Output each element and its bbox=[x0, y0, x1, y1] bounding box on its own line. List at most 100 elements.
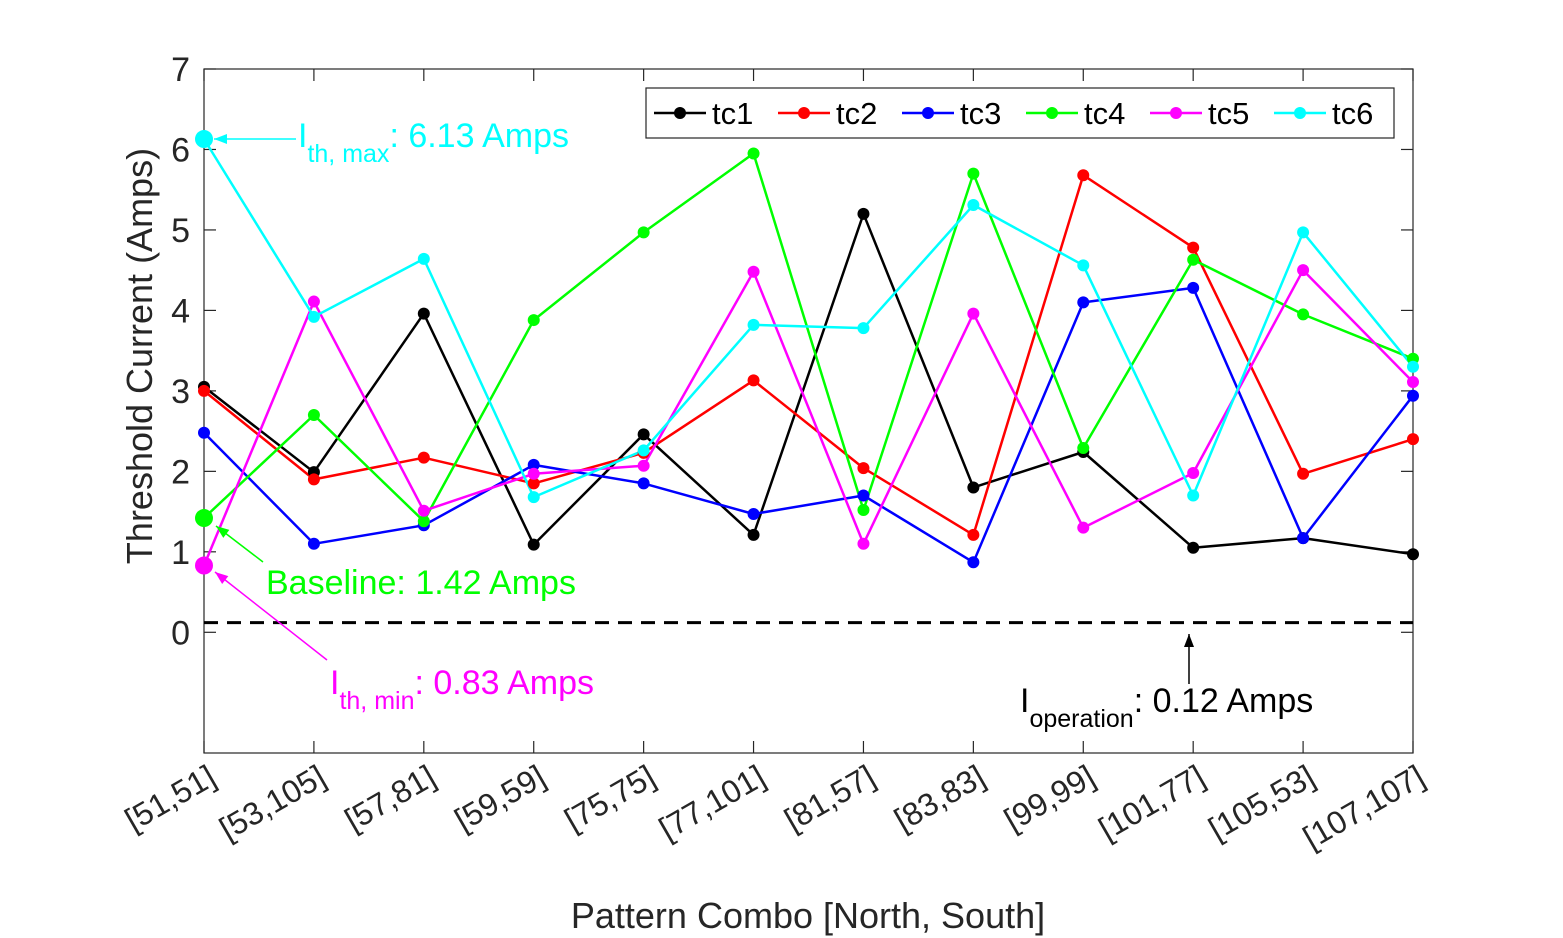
y-tick-label: 3 bbox=[171, 373, 190, 411]
series-line-tc4 bbox=[203, 152, 1414, 523]
axes-box bbox=[203, 68, 1414, 754]
series-line-tc2 bbox=[203, 173, 1414, 537]
ith-min-label-sub: th, min bbox=[339, 687, 414, 715]
data-point-tc2 bbox=[1187, 241, 1200, 254]
data-point-tc3 bbox=[307, 537, 320, 550]
legend-swatch-marker-tc4 bbox=[1046, 107, 1058, 119]
legend-swatch-marker-tc3 bbox=[922, 107, 934, 119]
data-point-tc1 bbox=[747, 528, 760, 541]
y-tick-label: 0 bbox=[171, 614, 190, 652]
data-point-tc4 bbox=[527, 314, 540, 327]
legend-label-tc6: tc6 bbox=[1332, 96, 1373, 131]
y-tick-label: 2 bbox=[171, 453, 190, 491]
data-point-tc4 bbox=[1187, 253, 1200, 266]
data-point-tc5 bbox=[747, 265, 760, 278]
baseline-arrow-head bbox=[216, 526, 230, 538]
series-line-tc1 bbox=[203, 212, 1414, 556]
x-axis-label: Pattern Combo [North, South] bbox=[571, 895, 1045, 936]
data-point-tc6 bbox=[307, 310, 320, 323]
data-point-tc6 bbox=[1407, 360, 1419, 373]
data-point-tc4 bbox=[747, 147, 760, 160]
ith-min-label: Ith, min: 0.83 Amps bbox=[330, 664, 594, 715]
data-point-tc2 bbox=[1407, 433, 1419, 446]
ith-max-label-main: I bbox=[298, 117, 307, 155]
ith-min-highlight-marker bbox=[195, 556, 213, 575]
y-axis-label: Threshold Current (Amps) bbox=[119, 148, 160, 564]
data-point-tc5 bbox=[1187, 466, 1200, 479]
data-point-tc5 bbox=[1297, 264, 1310, 277]
data-point-tc3 bbox=[198, 426, 210, 439]
data-point-tc1 bbox=[967, 481, 980, 494]
data-point-tc4 bbox=[1077, 442, 1090, 455]
ith-max-label: Ith, max: 6.13 Amps bbox=[298, 117, 569, 168]
data-point-tc1 bbox=[527, 538, 540, 551]
ioperation-label-main: I bbox=[1020, 682, 1029, 720]
data-point-tc6 bbox=[637, 444, 650, 457]
data-point-tc2 bbox=[857, 462, 870, 475]
legend-box bbox=[645, 87, 1395, 139]
legend-swatch-marker-tc5 bbox=[1170, 107, 1182, 119]
data-point-tc3 bbox=[637, 477, 650, 490]
y-tick-label: 4 bbox=[171, 292, 190, 330]
data-point-tc4 bbox=[967, 167, 980, 180]
legend-label-tc3: tc3 bbox=[960, 96, 1001, 131]
legend-swatch-marker-tc6 bbox=[1294, 107, 1306, 119]
data-point-tc6 bbox=[857, 322, 870, 335]
data-point-tc2 bbox=[527, 477, 540, 490]
legend-swatch-marker-tc2 bbox=[798, 107, 810, 119]
legend-label-tc5: tc5 bbox=[1208, 96, 1249, 131]
data-point-tc4 bbox=[307, 409, 320, 422]
data-point-tc6 bbox=[747, 318, 760, 331]
data-point-tc2 bbox=[1297, 467, 1310, 480]
series-line-tc6 bbox=[202, 138, 1414, 499]
data-point-tc1 bbox=[637, 428, 650, 441]
data-point-tc3 bbox=[967, 556, 980, 569]
legend-label-tc1: tc1 bbox=[712, 96, 753, 131]
data-point-tc1 bbox=[1407, 548, 1419, 561]
ith-max-highlight-marker bbox=[195, 130, 213, 149]
data-point-tc2 bbox=[307, 473, 320, 486]
data-point-tc2 bbox=[967, 528, 980, 541]
data-point-tc6 bbox=[1297, 226, 1310, 239]
data-point-tc5 bbox=[1407, 376, 1419, 389]
data-point-tc4 bbox=[857, 503, 870, 516]
legend: tc1 tc2 tc3 tc4 tc5 tc6 bbox=[645, 87, 1395, 139]
legend-label-tc2: tc2 bbox=[836, 96, 877, 131]
y-tick-label: 5 bbox=[171, 212, 190, 250]
data-point-tc3 bbox=[1407, 389, 1419, 402]
data-point-tc2 bbox=[198, 384, 210, 397]
ioperation-label-rest: : 0.12 Amps bbox=[1134, 682, 1314, 720]
y-tick-label: 6 bbox=[171, 131, 190, 169]
ioperation-arrow-head bbox=[1184, 634, 1194, 647]
data-point-tc1 bbox=[857, 207, 870, 220]
data-point-tc5 bbox=[307, 295, 320, 308]
ith-min-arrow-line bbox=[214, 571, 328, 661]
data-point-tc5 bbox=[857, 537, 870, 550]
data-point-tc3 bbox=[1187, 281, 1200, 294]
data-point-tc2 bbox=[417, 451, 430, 464]
series-line-tc5 bbox=[202, 268, 1414, 566]
legend-swatch-marker-tc1 bbox=[674, 107, 686, 119]
data-point-tc4 bbox=[637, 226, 650, 239]
data-point-tc4 bbox=[417, 515, 430, 528]
data-point-tc5 bbox=[637, 459, 650, 472]
baseline-highlight-marker bbox=[195, 509, 213, 528]
data-point-tc2 bbox=[1077, 169, 1090, 182]
ioperation-label: Ioperation: 0.12 Amps bbox=[1020, 682, 1313, 733]
ith-min-arrow-head bbox=[215, 572, 229, 584]
data-point-tc6 bbox=[1187, 489, 1200, 502]
baseline-label-main: Baseline: 1.42 Amps bbox=[266, 564, 576, 602]
data-point-tc3 bbox=[747, 508, 760, 521]
data-point-tc4 bbox=[1297, 308, 1310, 321]
data-point-tc5 bbox=[527, 467, 540, 480]
data-point-tc3 bbox=[1077, 296, 1090, 309]
ith-max-label-rest: : 6.13 Amps bbox=[389, 117, 569, 155]
data-point-tc6 bbox=[527, 491, 540, 504]
ith-min-label-main: I bbox=[330, 664, 339, 702]
annotations: Ith, max: 6.13 Amps Baseline: 1.42 Amps It… bbox=[195, 117, 1313, 733]
y-tick-label: 1 bbox=[171, 534, 190, 572]
series-line-tc3 bbox=[203, 286, 1414, 564]
data-point-tc6 bbox=[417, 252, 430, 265]
